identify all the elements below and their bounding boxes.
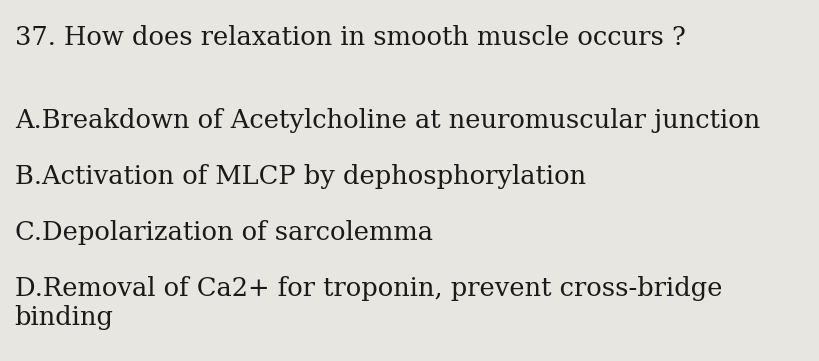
Text: C.Depolarization of sarcolemma: C.Depolarization of sarcolemma bbox=[15, 220, 432, 245]
Text: A.Breakdown of Acetylcholine at neuromuscular junction: A.Breakdown of Acetylcholine at neuromus… bbox=[15, 108, 760, 133]
Text: D.Removal of Ca2+ for troponin, prevent cross-bridge
binding: D.Removal of Ca2+ for troponin, prevent … bbox=[15, 276, 722, 330]
Text: B.Activation of MLCP by dephosphorylation: B.Activation of MLCP by dephosphorylatio… bbox=[15, 164, 586, 189]
Text: 37. How does relaxation in smooth muscle occurs ?: 37. How does relaxation in smooth muscle… bbox=[15, 25, 686, 50]
